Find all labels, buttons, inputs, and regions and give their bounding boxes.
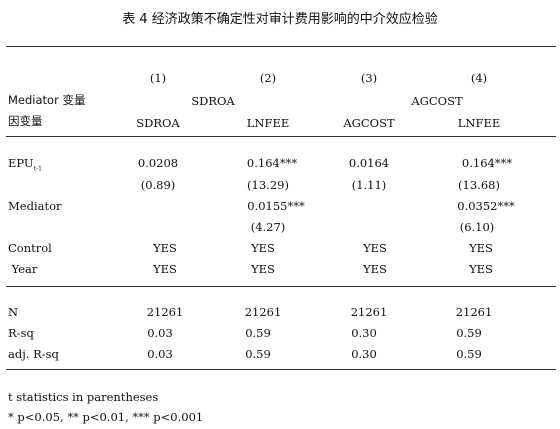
cell-rsq-4: 0.59 [456,326,482,340]
cell-adj-rsq-2: 0.59 [245,347,271,361]
cell-year-2: YES [251,262,275,276]
row-label-rsq: R-sq [8,326,34,340]
col-number-1: (1) [149,71,167,85]
dep-var-4: LNFEE [457,116,501,130]
cell-epu-3: 0.0164 [348,156,390,170]
cell-n-2: 21261 [244,305,282,319]
mediator-group-agcost: AGCOST [411,94,463,108]
cell-year-4: YES [469,262,493,276]
cell-rsq-3: 0.30 [351,326,377,340]
row-label-n: N [8,305,19,319]
row-label-adj-rsq: adj. R-sq [8,347,59,361]
cell-epu-t-3: (1.11) [351,178,387,192]
cell-year-1: YES [153,262,177,276]
epu-subscript: t-1 [33,165,42,173]
cell-adj-rsq-1: 0.03 [147,347,173,361]
cell-mediator-2: 0.0155*** [247,199,305,213]
dep-var-header-label: 因变量 [8,114,43,128]
cell-epu-t-1: (0.89) [140,178,176,192]
cell-epu-4: 0.164*** [461,156,513,170]
dep-var-2: LNFEE [246,116,290,130]
body-rule [6,286,556,287]
cell-control-1: YES [153,241,177,255]
cell-epu-t-4: (13.68) [458,178,500,192]
dep-var-3: AGCOST [343,116,395,130]
header-rule [6,136,556,137]
cell-n-4: 21261 [455,305,493,319]
cell-epu-t-2: (13.29) [247,178,289,192]
row-label-mediator: Mediator [8,199,62,213]
table-title: 表 4 经济政策不确定性对审计费用影响的中介效应检验 [122,12,438,27]
cell-control-3: YES [363,241,387,255]
epu-label: EPU [8,156,34,170]
cell-control-4: YES [469,241,493,255]
cell-epu-1: 0.0208 [137,156,179,170]
cell-adj-rsq-4: 0.59 [456,347,482,361]
cell-n-3: 21261 [350,305,388,319]
cell-control-2: YES [251,241,275,255]
cell-rsq-1: 0.03 [147,326,173,340]
footnote-significance: * p<0.05, ** p<0.01, *** p<0.001 [8,410,204,424]
row-label-year: Year [8,262,38,276]
row-label-control: Control [8,241,52,255]
cell-n-1: 21261 [146,305,184,319]
row-label-epu: EPUt-1 [8,156,42,172]
cell-mediator-t-2: (4.27) [250,220,286,234]
cell-epu-2: 0.164*** [246,156,298,170]
top-rule [6,46,556,47]
mediator-header-label: Mediator 变量 [8,93,86,107]
cell-rsq-2: 0.59 [245,326,271,340]
col-number-2: (2) [259,71,277,85]
bottom-rule [6,369,556,370]
col-number-4: (4) [470,71,488,85]
cell-mediator-4: 0.0352*** [457,199,515,213]
cell-year-3: YES [363,262,387,276]
dep-var-1: SDROA [136,116,180,130]
footnote-t-stats: t statistics in parentheses [8,390,159,404]
mediator-group-sdroa: SDROA [191,94,235,108]
cell-mediator-t-4: (6.10) [459,220,495,234]
col-number-3: (3) [360,71,378,85]
cell-adj-rsq-3: 0.30 [351,347,377,361]
